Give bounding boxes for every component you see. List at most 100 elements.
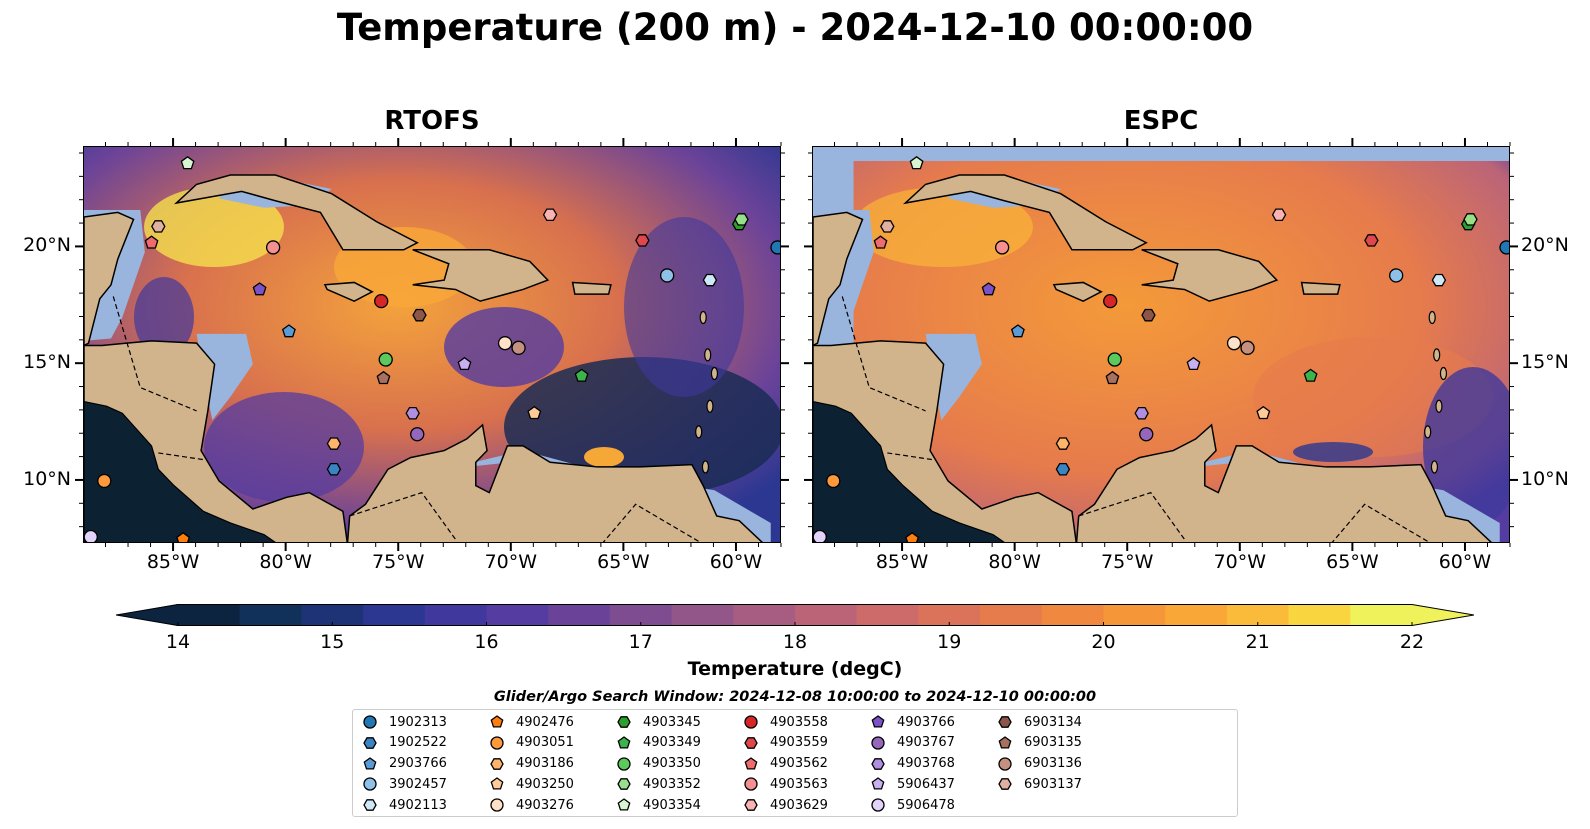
legend: 1902313 1902522 2903766 3902457 4902113 49024… bbox=[352, 709, 1238, 817]
axis-ticks bbox=[75, 138, 1518, 551]
country-border bbox=[602, 503, 701, 542]
legend-item-label: 4903559 bbox=[770, 735, 828, 751]
legend-marker bbox=[617, 756, 631, 771]
colorbar-tick-label: 22 bbox=[1399, 631, 1425, 653]
legend-item-label: 1902522 bbox=[389, 735, 447, 751]
colorbar-bin bbox=[1165, 604, 1228, 626]
colorbar-bin bbox=[671, 604, 734, 626]
map-panel-espc[interactable] bbox=[812, 146, 1510, 543]
legend-marker bbox=[490, 736, 504, 750]
colorbar-tick-label: 17 bbox=[628, 631, 653, 653]
float-marker-6903136 bbox=[511, 340, 526, 355]
colorbar-bin bbox=[733, 604, 796, 626]
pentagon-marker-icon bbox=[363, 756, 377, 770]
float-marker-1902313 bbox=[1499, 240, 1509, 255]
legend-item-label: 4903354 bbox=[643, 797, 701, 813]
float-marker-4903276 bbox=[497, 336, 513, 351]
colorbar-label: Temperature (degC) bbox=[687, 658, 903, 680]
legend-item: 4903629 bbox=[742, 795, 828, 815]
legend-marker bbox=[490, 715, 504, 728]
land-hispaniola bbox=[1141, 249, 1279, 302]
pentagon-marker-icon bbox=[871, 777, 885, 790]
hexagon-marker-icon bbox=[871, 757, 885, 770]
legend-item: 6903136 bbox=[996, 754, 1082, 774]
legend-item: 4903768 bbox=[869, 754, 955, 774]
lat-tick-label: 15°N bbox=[1521, 351, 1569, 374]
float-marker-4902476 bbox=[176, 531, 191, 542]
land-island bbox=[1439, 366, 1448, 381]
legend-marker bbox=[617, 798, 631, 811]
float-marker-4903349 bbox=[574, 368, 589, 382]
hexagon-marker-icon bbox=[363, 736, 377, 749]
temperature-anomaly bbox=[853, 187, 1033, 267]
hexagon-marker-icon bbox=[490, 757, 504, 770]
lat-tick-label: 15°N bbox=[23, 351, 71, 374]
colorbar-bin bbox=[301, 604, 364, 626]
float-marker-4902476 bbox=[905, 531, 920, 542]
float-marker-6903137 bbox=[880, 220, 895, 233]
float-marker-4902113 bbox=[702, 273, 718, 287]
lat-tick-label: 10°N bbox=[1521, 467, 1569, 490]
legend-marker bbox=[998, 735, 1012, 749]
land-southam bbox=[346, 423, 763, 542]
float-marker-4903276 bbox=[1226, 336, 1242, 351]
land-island bbox=[710, 366, 719, 381]
legend-item-label: 4903562 bbox=[770, 756, 828, 772]
circle-marker-icon bbox=[490, 798, 504, 812]
circle-marker-icon bbox=[744, 715, 758, 729]
hexagon-marker-icon bbox=[744, 799, 758, 812]
legend-item-label: 4903352 bbox=[643, 776, 701, 792]
legend-item: 1902522 bbox=[361, 733, 447, 753]
lat-tick-label: 10°N bbox=[23, 467, 71, 490]
float-marker-4903563 bbox=[265, 240, 281, 255]
float-marker-4903768 bbox=[1134, 406, 1149, 420]
hexagon-marker-icon bbox=[744, 736, 758, 749]
lon-tick-label: 65°W bbox=[597, 551, 650, 573]
lon-tick-label: 65°W bbox=[1326, 551, 1379, 573]
pentagon-marker-icon bbox=[490, 777, 504, 790]
lon-tick-label: 70°W bbox=[1213, 551, 1267, 573]
hexagon-marker-icon bbox=[363, 799, 377, 812]
land-yucatan bbox=[84, 211, 135, 347]
float-marker-4903186 bbox=[326, 437, 342, 450]
colorbar-tick-label: 15 bbox=[320, 631, 345, 653]
legend-item: 4903563 bbox=[742, 774, 828, 794]
circle-marker-icon bbox=[744, 777, 758, 792]
land-cuba bbox=[173, 174, 419, 251]
circle-marker-icon bbox=[363, 777, 377, 792]
float-marker-4903352 bbox=[1463, 213, 1478, 226]
legend-marker bbox=[744, 736, 758, 749]
circle-marker-icon bbox=[871, 736, 885, 750]
legend-marker bbox=[998, 756, 1012, 771]
float-marker-4903559 bbox=[1364, 234, 1379, 247]
colorbar-tick-label: 19 bbox=[937, 631, 962, 653]
temperature-anomaly bbox=[134, 277, 194, 357]
legend-item-label: 5906478 bbox=[897, 797, 955, 813]
legend-marker bbox=[617, 716, 631, 728]
land-island bbox=[699, 310, 707, 325]
float-marker-4903767 bbox=[1139, 427, 1154, 442]
legend-item-label: 6903134 bbox=[1024, 714, 1082, 730]
float-marker-4903354 bbox=[909, 155, 924, 170]
legend-item: 4903558 bbox=[742, 712, 828, 732]
hexagon-marker-icon bbox=[998, 716, 1012, 728]
legend-marker bbox=[998, 778, 1012, 791]
legend-item-label: 4903250 bbox=[516, 776, 574, 792]
legend-item-label: 6903137 bbox=[1024, 776, 1082, 792]
float-marker-1902522 bbox=[326, 462, 342, 476]
map-panel-rtofs[interactable] bbox=[83, 146, 781, 543]
legend-marker bbox=[490, 757, 504, 770]
float-marker-4903352 bbox=[734, 213, 749, 226]
legend-marker bbox=[363, 756, 377, 770]
float-marker-5906478 bbox=[84, 529, 98, 542]
legend-marker bbox=[490, 777, 504, 790]
legend-item-label: 4902113 bbox=[389, 797, 447, 813]
float-marker-4902113 bbox=[1431, 273, 1447, 287]
land-yucatan bbox=[813, 211, 864, 347]
land-island bbox=[1435, 399, 1443, 413]
colorbar-bin bbox=[239, 604, 302, 626]
circle-marker-icon bbox=[871, 798, 885, 812]
legend-item: 2903766 bbox=[361, 754, 447, 774]
legend-item: 3902457 bbox=[361, 774, 447, 794]
legend-item: 4903349 bbox=[615, 733, 701, 753]
